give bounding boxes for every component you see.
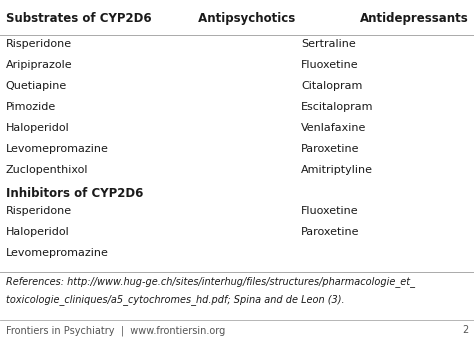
Text: Antipsychotics: Antipsychotics [193, 12, 295, 25]
Text: Quetiapine: Quetiapine [6, 81, 67, 91]
Text: Venlafaxine: Venlafaxine [301, 123, 366, 133]
Text: References: http://www.hug-ge.ch/sites/interhug/files/structures/pharmacologie_e: References: http://www.hug-ge.ch/sites/i… [6, 276, 415, 287]
Text: Frontiers in Psychiatry  |  www.frontiersin.org: Frontiers in Psychiatry | www.frontiersi… [6, 325, 225, 336]
Text: Antidepressants: Antidepressants [360, 12, 468, 25]
Text: Inhibitors of CYP2D6: Inhibitors of CYP2D6 [6, 187, 143, 200]
Text: Paroxetine: Paroxetine [301, 144, 359, 154]
Text: toxicologie_cliniques/a5_cytochromes_hd.pdf; Spina and de Leon (3).: toxicologie_cliniques/a5_cytochromes_hd.… [6, 294, 344, 305]
Text: 2: 2 [462, 325, 468, 336]
Text: Amitriptyline: Amitriptyline [301, 165, 373, 175]
Text: Fluoxetine: Fluoxetine [301, 60, 359, 70]
Text: Risperidone: Risperidone [6, 39, 72, 49]
Text: Zuclopenthixol: Zuclopenthixol [6, 165, 88, 175]
Text: Fluoxetine: Fluoxetine [301, 206, 359, 216]
Text: Levomepromazine: Levomepromazine [6, 144, 109, 154]
Text: Substrates of CYP2D6: Substrates of CYP2D6 [6, 12, 151, 25]
Text: Haloperidol: Haloperidol [6, 123, 69, 133]
Text: Aripiprazole: Aripiprazole [6, 60, 73, 70]
Text: Haloperidol: Haloperidol [6, 227, 69, 237]
Text: Levomepromazine: Levomepromazine [6, 248, 109, 258]
Text: Sertraline: Sertraline [301, 39, 356, 49]
Text: Citalopram: Citalopram [301, 81, 362, 91]
Text: Escitalopram: Escitalopram [301, 102, 374, 112]
Text: Pimozide: Pimozide [6, 102, 56, 112]
Text: Paroxetine: Paroxetine [301, 227, 359, 237]
Text: Risperidone: Risperidone [6, 206, 72, 216]
